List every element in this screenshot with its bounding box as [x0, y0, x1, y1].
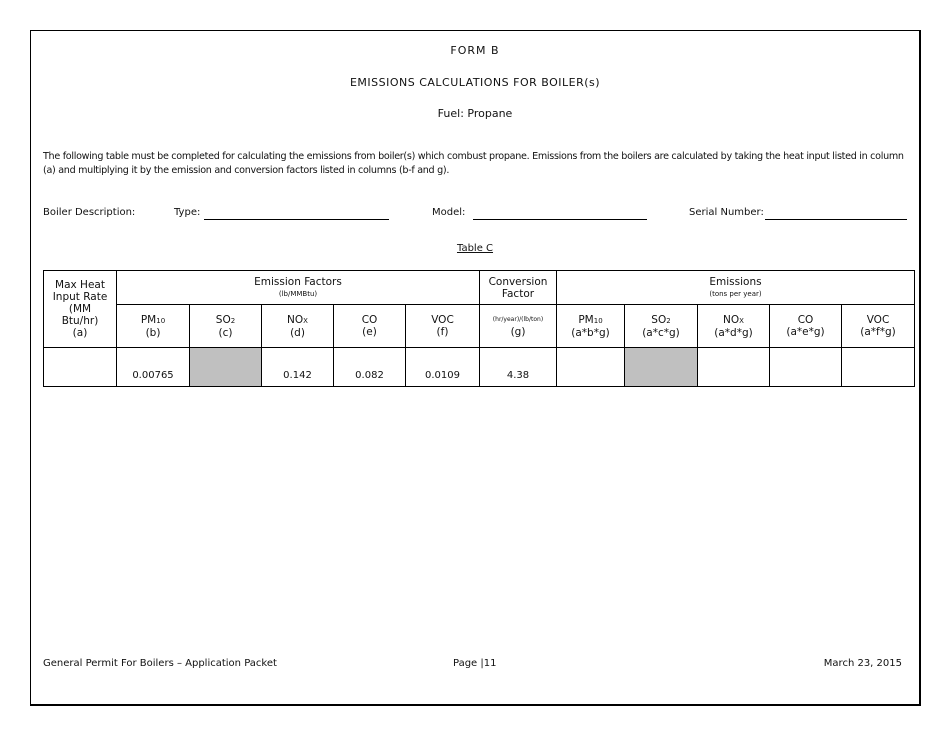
pm10-emissions-cell[interactable]	[556, 347, 625, 387]
nox-factor-cell: 0.142	[261, 347, 334, 387]
table-caption: Table C	[456, 243, 494, 254]
footer-title: General Permit For Boilers – Application…	[43, 658, 277, 669]
form-title: EMISSIONS CALCULATIONS FOR BOILER(s)	[349, 76, 601, 89]
model-field[interactable]	[473, 219, 647, 220]
voc-emissions-header: VOC (a*f*g)	[841, 304, 915, 348]
co-emissions-cell[interactable]	[769, 347, 842, 387]
conversion-factor-cell: 4.38	[479, 347, 557, 387]
pm10-factor-cell: 0.00765	[116, 347, 190, 387]
model-label: Model:	[432, 207, 466, 218]
serial-number-label: Serial Number:	[689, 207, 764, 218]
type-field[interactable]	[204, 219, 389, 220]
co-factor-header: CO (e)	[333, 304, 406, 348]
voc-factor-cell: 0.0109	[405, 347, 480, 387]
so2-factor-cell-shaded	[189, 347, 262, 387]
max-heat-input-header: Max Heat Input Rate (MM Btu/hr) (a)	[43, 270, 117, 348]
co-factor-cell: 0.082	[333, 347, 406, 387]
instructions: The following table must be completed fo…	[43, 151, 904, 176]
table-row: 0.00765 0.142 0.082 0.0109 4.38	[43, 347, 915, 387]
conversion-factor-header: Conversion Factor	[479, 270, 557, 305]
emission-factors-header: Emission Factors (lb/MMBtu)	[116, 270, 480, 305]
nox-emissions-header: NOX (a*d*g)	[697, 304, 770, 348]
nox-factor-header: NOX (d)	[261, 304, 334, 348]
so2-emissions-cell-shaded	[624, 347, 698, 387]
pm10-emissions-header: PM10 (a*b*g)	[556, 304, 625, 348]
serial-number-field[interactable]	[765, 219, 907, 220]
so2-emissions-header: SO2 (a*c*g)	[624, 304, 698, 348]
type-label: Type:	[174, 207, 201, 218]
page-number: Page |11	[453, 658, 497, 669]
pm10-factor-header: PM10 (b)	[116, 304, 190, 348]
emissions-header: Emissions (tons per year)	[556, 270, 915, 305]
voc-factor-header: VOC (f)	[405, 304, 480, 348]
max-heat-input-cell[interactable]	[43, 347, 117, 387]
page-border	[30, 30, 921, 706]
fuel-label: Fuel: Propane	[437, 107, 513, 120]
boiler-description-label: Boiler Description:	[43, 207, 136, 218]
footer-date: March 23, 2015	[823, 658, 902, 669]
form-label: FORM B	[450, 44, 500, 57]
voc-emissions-cell[interactable]	[841, 347, 915, 387]
co-emissions-header: CO (a*e*g)	[769, 304, 842, 348]
nox-emissions-cell[interactable]	[697, 347, 770, 387]
conversion-units-header: (hr/year)/(lb/ton) (g)	[479, 304, 557, 348]
emissions-table: Max Heat Input Rate (MM Btu/hr) (a) Emission…	[43, 270, 915, 387]
so2-factor-header: SO2 (c)	[189, 304, 262, 348]
